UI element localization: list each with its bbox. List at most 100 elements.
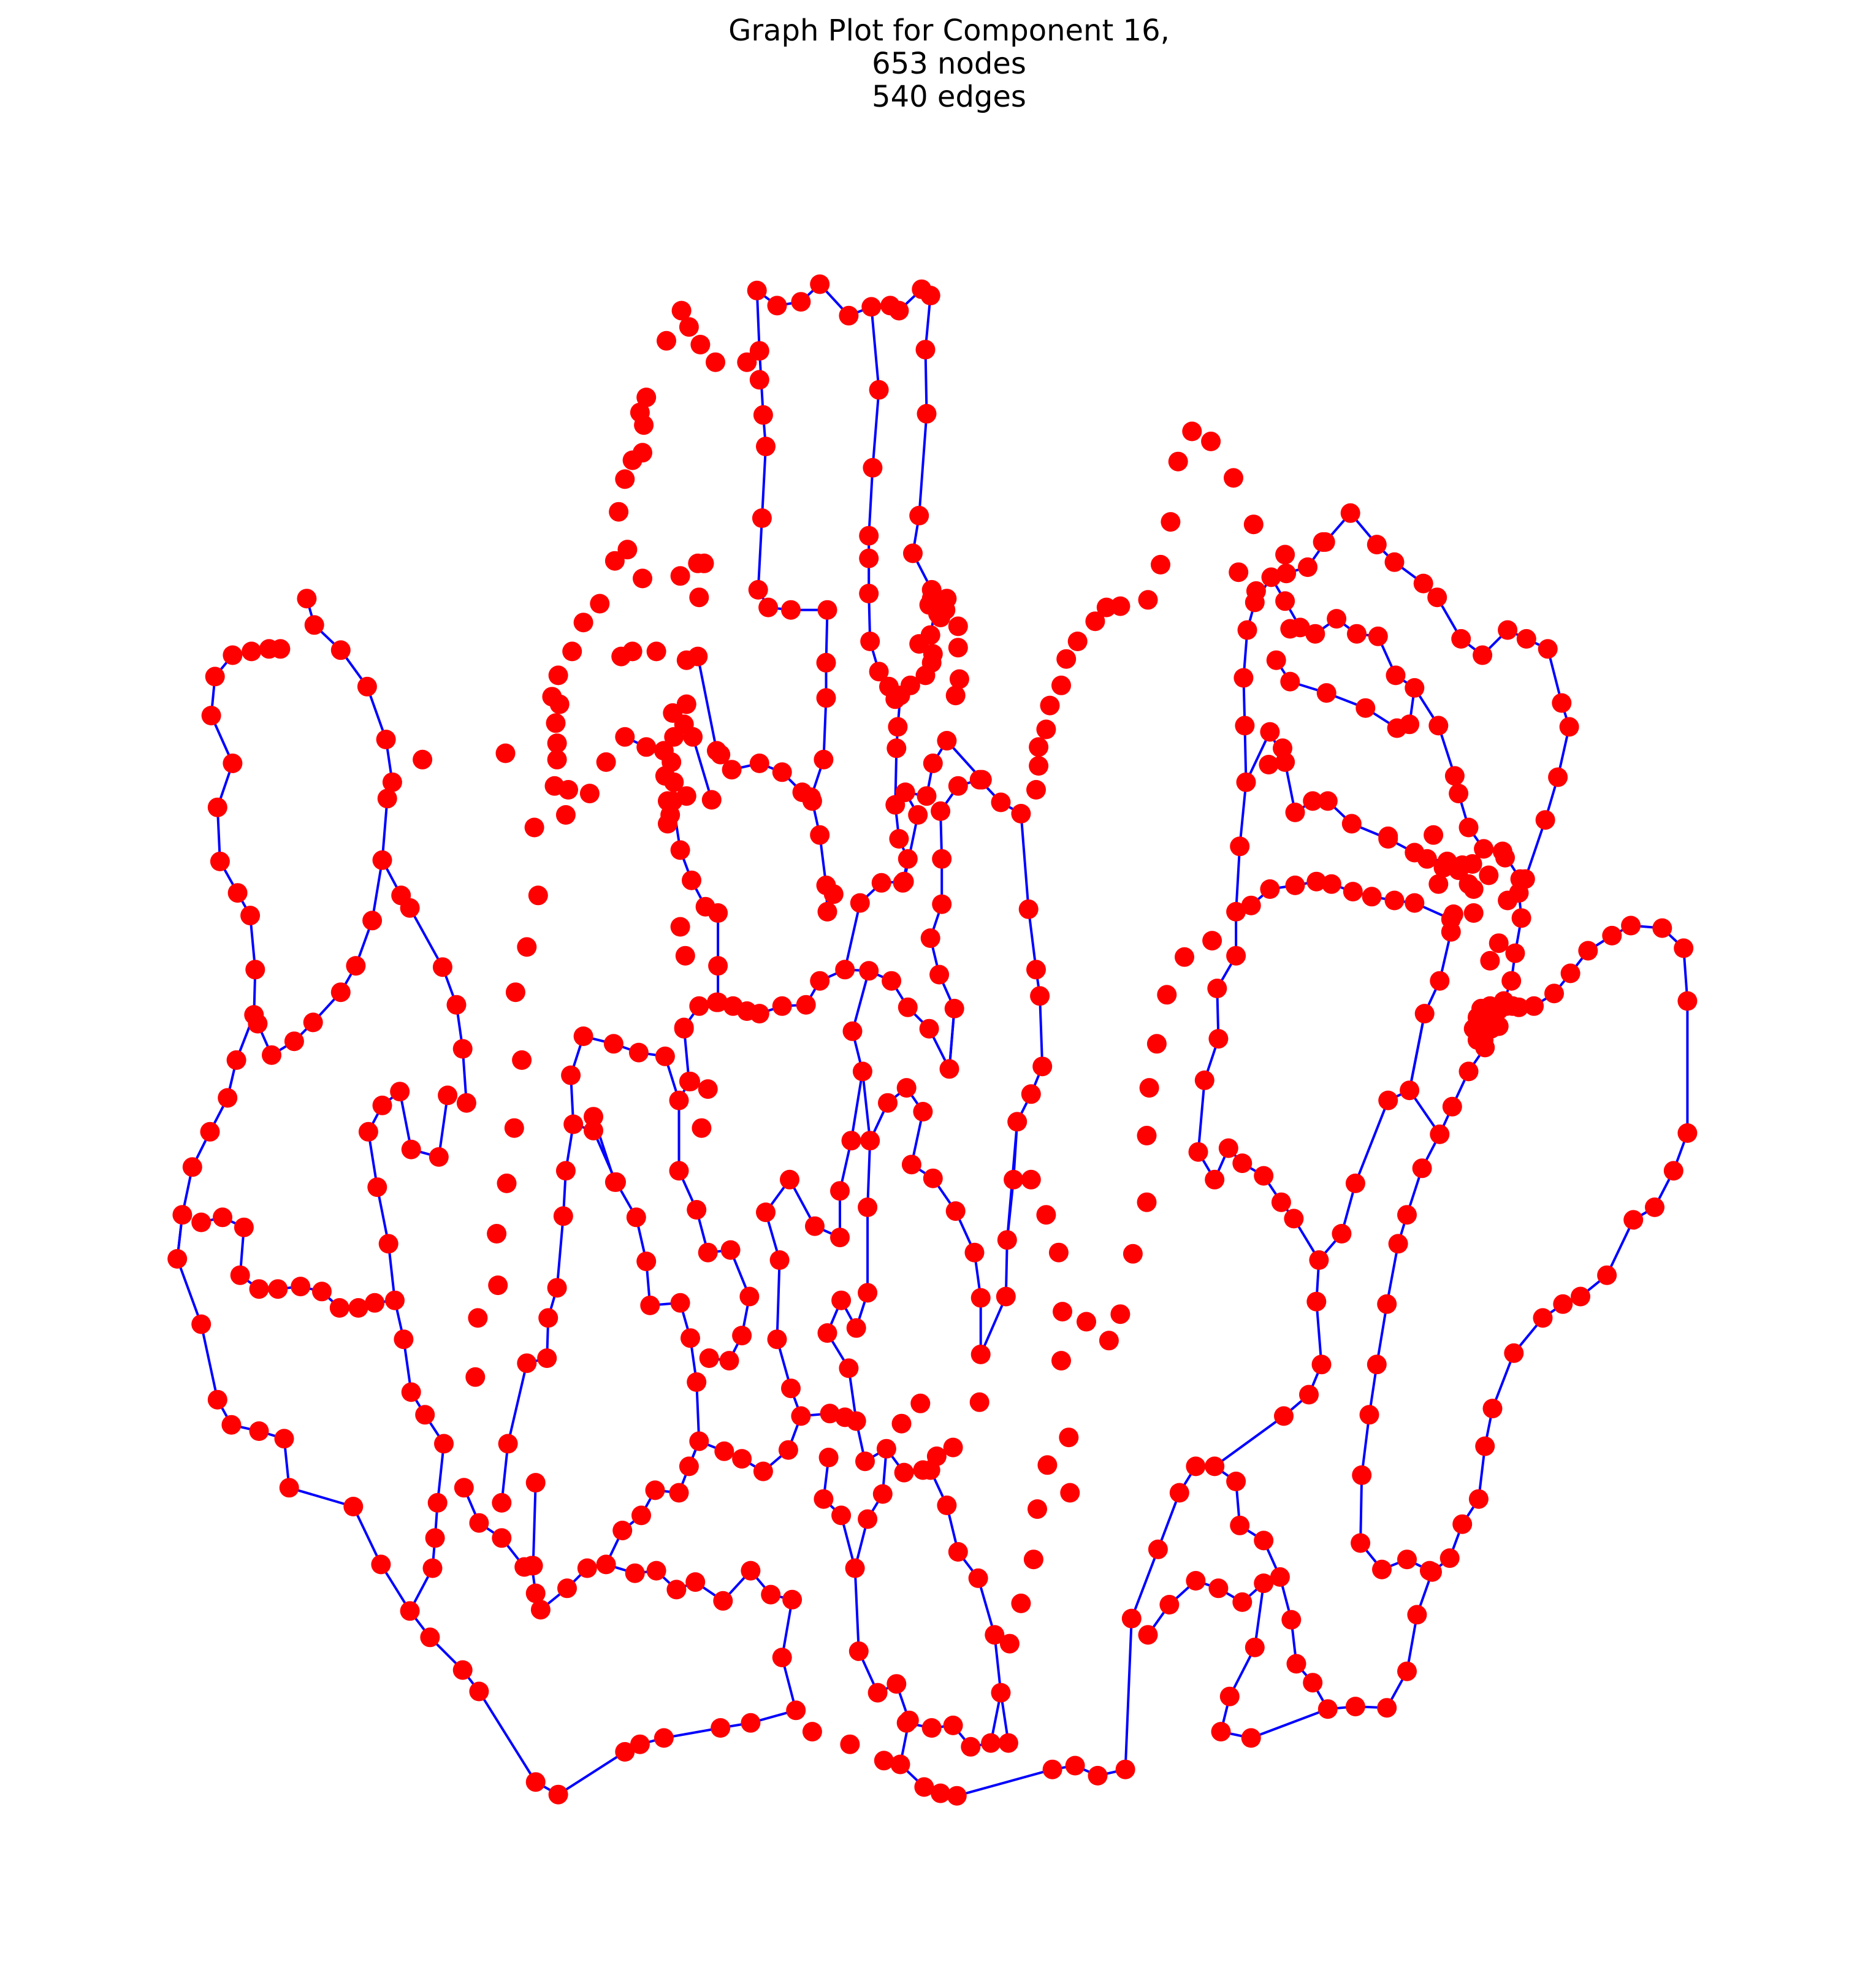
graph-node: [1275, 591, 1295, 611]
graph-node: [1318, 1699, 1338, 1719]
graph-node: [457, 1093, 476, 1113]
graph-node: [1281, 1610, 1301, 1630]
graph-node: [1498, 891, 1517, 911]
graph-node: [1623, 1210, 1643, 1229]
graph-node: [932, 895, 951, 914]
graph-node: [937, 1496, 956, 1515]
graph-node: [379, 1234, 398, 1253]
graph-node: [945, 999, 964, 1018]
graph-node: [549, 665, 568, 685]
graph-node: [605, 551, 625, 571]
graph-node: [312, 1282, 332, 1301]
graph-node: [633, 443, 652, 462]
graph-node: [887, 1674, 906, 1694]
graph-node: [818, 902, 837, 922]
title-line-1: Graph Plot for Component 16,: [728, 13, 1170, 48]
graph-node: [208, 798, 227, 817]
graph-node: [772, 762, 792, 782]
graph-node: [487, 1224, 506, 1244]
graph-node: [677, 786, 696, 806]
graph-node: [923, 754, 943, 773]
graph-node: [1451, 629, 1471, 649]
graph-node: [240, 906, 260, 925]
graph-node: [1170, 1483, 1189, 1503]
graph-node: [1254, 1573, 1273, 1593]
graph-node: [793, 782, 812, 802]
graph-edge-path: [1409, 1014, 1439, 1134]
graph-node: [646, 1480, 665, 1500]
graph-node: [878, 1093, 898, 1113]
graph-node: [1254, 1530, 1273, 1550]
graph-node: [1400, 1080, 1419, 1100]
graph-node: [633, 568, 652, 588]
graph-node: [1208, 1029, 1228, 1049]
graph-node: [1483, 1399, 1503, 1418]
graph-node: [677, 651, 696, 670]
graph-node: [1306, 1292, 1326, 1312]
graph-node: [202, 706, 221, 725]
graph-node: [1267, 651, 1286, 670]
graph-node: [1511, 869, 1530, 889]
graph-node: [1536, 810, 1555, 830]
graph-node: [845, 1559, 865, 1578]
graph-node: [860, 1131, 880, 1150]
graph-node: [810, 275, 829, 294]
graph-node: [280, 1478, 299, 1497]
graph-node: [506, 982, 525, 1002]
graph-node: [1241, 896, 1261, 915]
graph-node: [1219, 1139, 1238, 1158]
graph-node: [768, 1329, 787, 1349]
graph-node: [770, 1250, 790, 1270]
graph-node: [1237, 773, 1256, 792]
node-layer: [167, 275, 1697, 1806]
graph-node: [1110, 1304, 1130, 1324]
graph-node: [1602, 926, 1622, 946]
graph-node: [1230, 836, 1249, 856]
graph-node: [625, 1564, 645, 1583]
graph-node: [887, 738, 906, 758]
graph-node: [634, 415, 654, 435]
graph-node: [1571, 1287, 1590, 1307]
graph-node: [262, 1045, 281, 1065]
graph-node: [971, 1345, 991, 1364]
graph-node: [916, 340, 936, 359]
graph-node: [1471, 999, 1491, 1018]
graph-node: [200, 1122, 220, 1142]
graph-node: [1367, 535, 1387, 554]
graph-node: [657, 331, 676, 351]
graph-node: [761, 1585, 780, 1605]
graph-node: [538, 1308, 558, 1328]
graph-node: [695, 554, 714, 573]
graph-node: [492, 1528, 511, 1548]
graph-node: [1428, 716, 1448, 735]
graph-node: [1049, 1243, 1069, 1263]
graph-node: [1207, 979, 1227, 998]
graph-node: [447, 995, 467, 1015]
graph-node: [1405, 678, 1424, 698]
graph-node: [698, 1079, 718, 1099]
graph-node: [1464, 1019, 1484, 1039]
graph-node: [753, 1462, 773, 1481]
graph-node: [810, 825, 829, 845]
graph-node: [574, 613, 593, 632]
graph-node: [1356, 698, 1375, 718]
graph-node: [781, 600, 801, 620]
graph-node: [1445, 766, 1465, 785]
graph-node: [496, 744, 516, 763]
graph-node: [1621, 916, 1641, 936]
edge-layer: [177, 285, 1687, 1796]
graph-node: [810, 971, 829, 991]
graph-node: [1343, 882, 1363, 901]
graph-node: [1414, 574, 1433, 594]
graph-node: [1007, 1112, 1027, 1131]
graph-node: [1552, 693, 1571, 713]
graph-node: [660, 805, 680, 825]
graph-node: [275, 1429, 294, 1448]
graph-node: [1347, 624, 1367, 644]
graph-node: [191, 1213, 211, 1232]
graph-node: [465, 1367, 485, 1387]
graph-node: [908, 805, 928, 825]
graph-node: [885, 795, 905, 815]
graph-node: [1260, 879, 1279, 899]
graph-node: [636, 1251, 656, 1271]
